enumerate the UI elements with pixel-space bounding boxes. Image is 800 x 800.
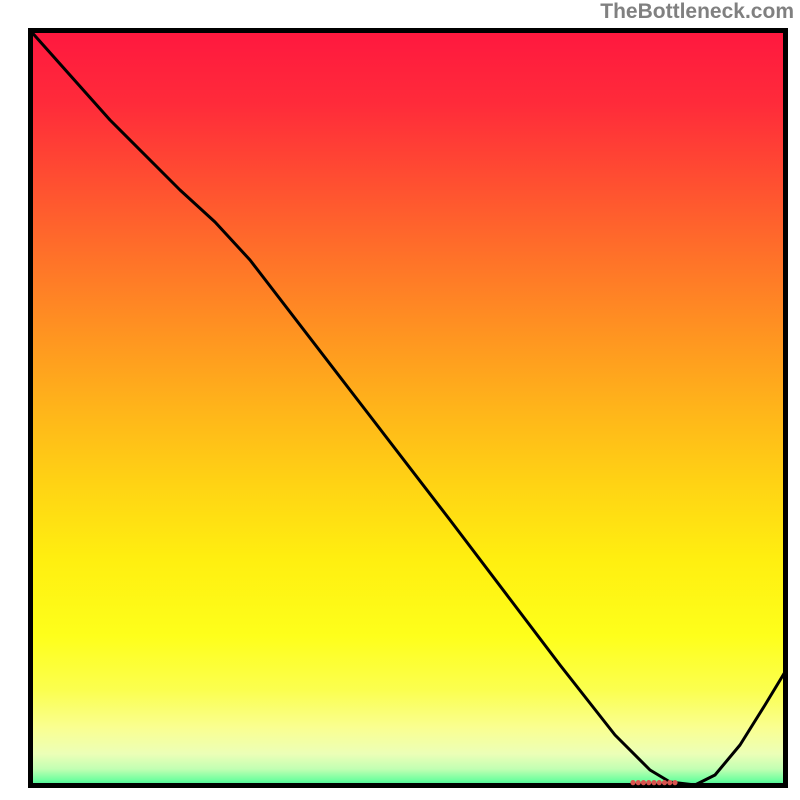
optimal-marker: ●●●●●●●●● bbox=[629, 775, 678, 789]
gradient-background bbox=[28, 28, 788, 788]
chart-container: ●●●●●●●●● TheBottleneck.com bbox=[0, 0, 800, 800]
watermark-text: TheBottleneck.com bbox=[600, 0, 794, 24]
bottleneck-chart: ●●●●●●●●● bbox=[0, 0, 800, 800]
